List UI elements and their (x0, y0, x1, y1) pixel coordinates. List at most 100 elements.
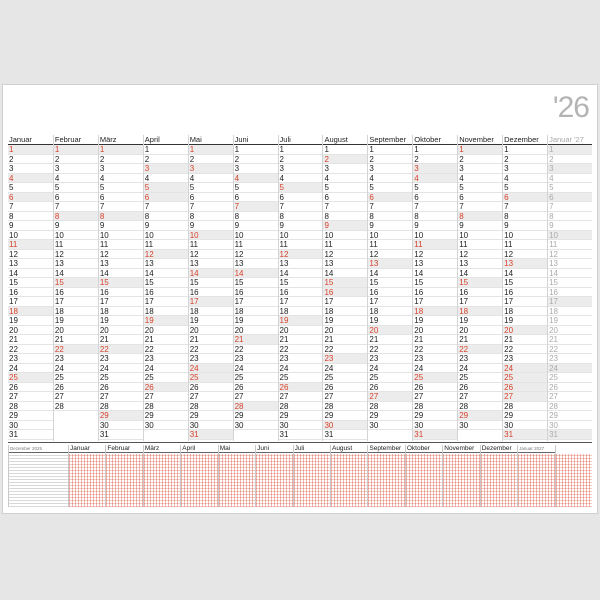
day-row: 25 (53, 373, 98, 383)
day-row: 25 (98, 373, 143, 383)
planner-cells (106, 454, 143, 507)
planner-cells (293, 454, 330, 507)
day-list: 1 2 3 4 5 6 7 8 9 10 11 12 13 14 15 16 17 18 19 20 21 22 23 24 2… (278, 145, 323, 440)
day-row: 28 (548, 402, 592, 411)
day-row: 10 (143, 231, 188, 240)
day-row: 18 (143, 307, 188, 316)
day-row-holiday: 31 (503, 430, 548, 440)
day-row: 5 (503, 183, 548, 193)
day-row: 20 (278, 326, 323, 335)
day-row: 3 (8, 164, 53, 174)
day-row: 19 (98, 316, 143, 326)
day-row: 29 (503, 411, 548, 421)
day-row: 15 (548, 278, 592, 288)
day-row: 29 (188, 411, 233, 421)
planner-cells (443, 454, 480, 507)
day-row: 10 (503, 231, 548, 240)
day-row: 26 (368, 383, 413, 392)
day-row: 24 (53, 364, 98, 373)
day-row: 22 (503, 345, 548, 354)
day-list: 1 2 3 4 5 6 7 8 9 10 11 12 13 14 15 16 17 18 19 20 21 22 23 24 2… (98, 145, 143, 440)
day-row: 4 (548, 174, 592, 183)
day-row-holiday: 29 (458, 411, 503, 421)
planner-cells (368, 454, 405, 507)
day-row: 11 (53, 240, 98, 250)
day-row: 31 (98, 430, 143, 440)
day-row: 11 (368, 240, 413, 250)
day-row: 12 (503, 250, 548, 259)
day-row: 26 (323, 383, 368, 392)
planner-label: Januar 2027 (518, 445, 555, 453)
day-row: 1 (143, 145, 188, 155)
day-row: 4 (503, 174, 548, 183)
month-column: Oktober 1 2 3 4 5 6 7 8 9 10 11 12 13 14 15 16 17 18 19 20 21… (412, 135, 458, 441)
day-row: 2 (278, 155, 323, 164)
day-row: 21 (8, 335, 53, 345)
day-row: 28 (368, 402, 413, 411)
day-row-holiday: 26 (278, 382, 323, 392)
day-row-holiday: 12 (278, 249, 323, 259)
day-row: 1 (233, 145, 278, 155)
day-row: 5 (548, 183, 592, 193)
day-row: 27 (143, 392, 188, 402)
day-row: 22 (548, 345, 592, 354)
day-row-holiday: 3 (188, 164, 233, 174)
day-row: 28 (143, 402, 188, 411)
day-row: 29 (143, 411, 188, 421)
planner-column: Januar (68, 445, 106, 507)
day-row: 2 (368, 155, 413, 164)
day-row: 19 (413, 316, 458, 326)
day-row-holiday: 13 (503, 259, 548, 269)
day-row: 26 (53, 383, 98, 392)
day-row: 18 (368, 307, 413, 316)
day-row: 27 (188, 392, 233, 402)
day-row: 18 (323, 307, 368, 316)
month-name: März (98, 135, 143, 145)
planner-label: November (443, 445, 480, 453)
day-row: 7 (188, 202, 233, 212)
day-list: 1 2 3 4 5 6 7 8 9 10 11 12 13 14 15 16 17 18 19 20 21 22 23 24 2… (53, 145, 98, 411)
day-row: 10 (8, 231, 53, 240)
day-row: 26 (413, 383, 458, 392)
day-row: 4 (53, 174, 98, 183)
day-row: 25 (278, 373, 323, 383)
day-row: 24 (368, 364, 413, 373)
day-row: 24 (278, 364, 323, 373)
month-name: Juni (233, 135, 278, 145)
planner-cells (143, 454, 181, 507)
month-name: Oktober (413, 135, 458, 145)
day-list: 1 2 3 4 5 6 7 8 9 10 11 12 13 14 15 16 17 18 19 20 21 22 23 24 2… (458, 145, 503, 430)
day-row: 13 (548, 259, 592, 269)
day-row-holiday: 10 (188, 230, 233, 240)
day-row-holiday: 4 (233, 173, 278, 183)
day-row: 23 (278, 354, 323, 364)
day-row-holiday: 6 (143, 192, 188, 202)
day-row: 25 (233, 373, 278, 383)
day-row-holiday: 3 (548, 164, 592, 174)
day-row: 21 (278, 335, 323, 345)
day-row-holiday: 15 (458, 278, 503, 288)
year-mark: '26 (552, 91, 590, 124)
day-row: 13 (98, 259, 143, 269)
day-row: 14 (53, 269, 98, 278)
day-row: 29 (323, 411, 368, 421)
day-row: 1 (323, 145, 368, 155)
day-row: 21 (368, 335, 413, 345)
day-row-holiday: 8 (53, 211, 98, 221)
day-row-holiday: 26 (503, 382, 548, 392)
planner-column: April (180, 445, 218, 507)
day-row-holiday: 23 (323, 354, 368, 364)
day-row: 19 (503, 316, 548, 326)
day-row: 5 (8, 183, 53, 193)
day-row: 16 (143, 288, 188, 297)
day-row: 1 (503, 145, 548, 155)
day-row: 13 (323, 259, 368, 269)
day-row: 29 (413, 411, 458, 421)
day-row: 15 (143, 278, 188, 288)
day-row: 13 (8, 259, 53, 269)
day-row: 3 (278, 164, 323, 174)
day-row: 27 (233, 392, 278, 402)
day-row: 19 (458, 316, 503, 326)
day-row: 9 (233, 221, 278, 231)
planner-label: Februar (106, 445, 143, 453)
